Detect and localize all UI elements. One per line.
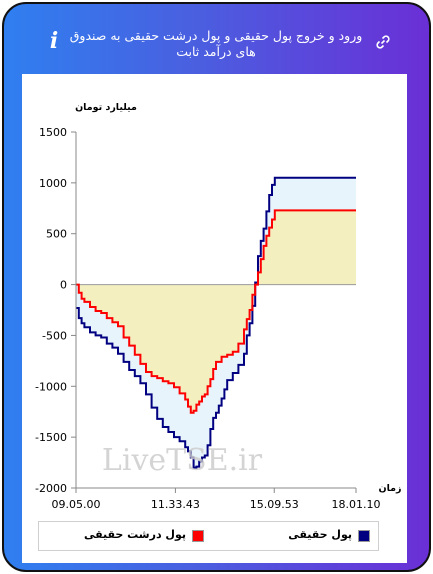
y-tick-label: -1500 [35,431,67,444]
y-tick-label: 0 [60,279,67,292]
info-icon[interactable]: i [49,28,59,54]
y-tick-label: -2000 [35,482,67,495]
watermark: LiveTSE.ir [102,443,263,478]
legend-item-big-real-money[interactable]: پول درشت حقیقی [44,528,204,544]
legend-swatch-real-money [358,530,370,542]
y-tick-label: 1500 [39,126,67,139]
y-tick-label: -500 [42,329,67,342]
y-tick-label: -1000 [35,380,67,393]
series-line-1 [76,209,356,414]
x-tick-label: 18.01.10 [332,498,381,511]
chart-title: ورود و خروج پول حقیقی و پول درشت حقیقی ب… [69,28,363,59]
link-icon-glyph [376,35,390,49]
y-tick-label: 1000 [39,177,67,190]
y-axis-label: میلیارد تومان [75,102,137,113]
chart-legend: پول حقیقی پول درشت حقیقی [38,521,379,551]
legend-swatch-big-real-money [192,530,204,542]
x-axis-label: زمان [378,483,401,494]
x-tick-label: 11.33.43 [151,498,200,511]
x-tick-label: 09.05.00 [52,498,101,511]
y-tick-label: 500 [46,228,67,241]
card-header: i ورود و خروج پول حقیقی و پول درشت حقیقی… [4,4,429,76]
x-tick-label: 15.09.53 [250,498,299,511]
legend-label-big-real-money: پول درشت حقیقی [83,528,186,541]
series-area-1 [76,210,356,413]
legend-item-real-money[interactable]: پول حقیقی [230,528,370,544]
link-icon[interactable] [374,34,392,53]
legend-label-real-money: پول حقیقی [288,528,352,541]
